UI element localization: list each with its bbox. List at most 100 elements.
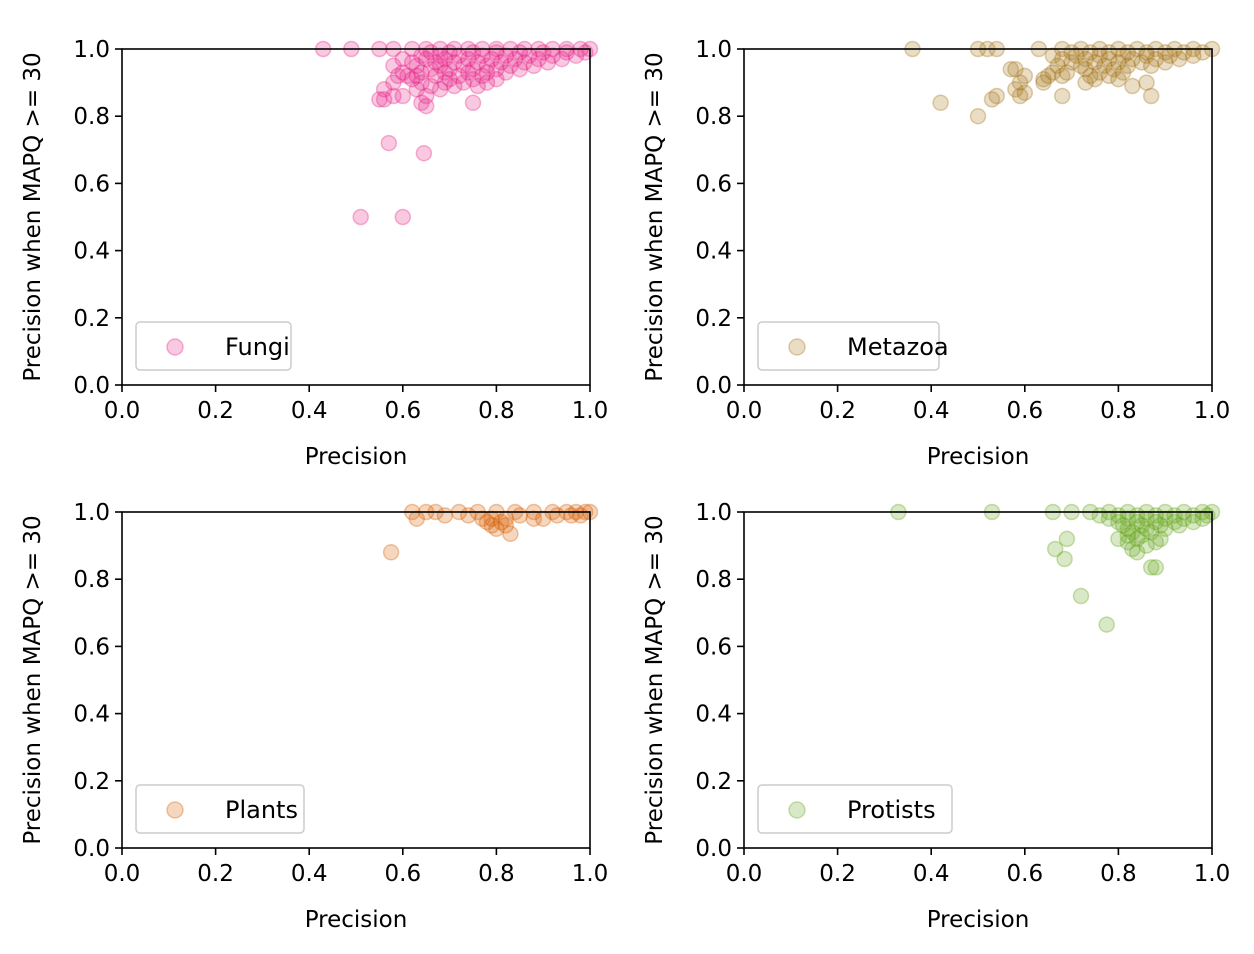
data-point bbox=[389, 67, 407, 85]
data-point bbox=[371, 91, 388, 108]
data-point bbox=[1110, 530, 1127, 548]
y-tick-label: 0.2 bbox=[695, 306, 732, 332]
y-tick-label: 0.0 bbox=[695, 373, 732, 399]
data-point bbox=[394, 87, 412, 105]
y-tick-label: 0.8 bbox=[695, 567, 732, 593]
data-point bbox=[441, 60, 458, 78]
data-point bbox=[483, 50, 500, 68]
y-axis-label: Precision when MAPQ >= 30 bbox=[20, 52, 46, 381]
data-point bbox=[385, 87, 402, 105]
data-point bbox=[488, 520, 505, 538]
x-tick-label: 1.0 bbox=[572, 861, 609, 887]
data-point bbox=[1142, 57, 1160, 75]
data-point bbox=[1082, 67, 1099, 85]
data-point bbox=[502, 57, 519, 75]
x-axis-label: Precision bbox=[927, 444, 1030, 470]
data-point bbox=[352, 208, 369, 226]
data-point bbox=[1142, 523, 1160, 541]
data-point bbox=[1119, 520, 1137, 538]
data-point bbox=[380, 134, 398, 152]
data-point bbox=[1147, 513, 1165, 531]
data-point bbox=[1185, 513, 1202, 531]
data-point bbox=[530, 50, 547, 68]
data-point bbox=[1124, 540, 1141, 558]
data-point bbox=[1035, 70, 1052, 88]
data-point bbox=[1166, 513, 1183, 531]
legend-marker bbox=[166, 338, 184, 356]
y-tick-label: 0.2 bbox=[695, 769, 732, 795]
y-tick-label: 0.8 bbox=[73, 567, 110, 593]
data-point bbox=[1058, 64, 1076, 81]
y-tick-label: 0.6 bbox=[73, 634, 110, 660]
data-point bbox=[1110, 513, 1127, 531]
x-tick-label: 0.2 bbox=[819, 398, 856, 424]
y-axis-label: Precision when MAPQ >= 30 bbox=[642, 515, 668, 844]
data-point bbox=[511, 507, 529, 524]
x-tick-label: 0.8 bbox=[1100, 861, 1137, 887]
data-point bbox=[403, 70, 421, 88]
plot-frame bbox=[743, 48, 1213, 386]
data-point bbox=[1128, 530, 1146, 548]
y-tick-label: 0.4 bbox=[73, 702, 110, 728]
subplot-metazoa: 0.0 0.2 0.4 0.6 0.8 1.0 0.0 0.2 0.4 0.6 0.8 1.0 Prec… bbox=[642, 37, 1230, 470]
y-tick-label: 0.6 bbox=[73, 171, 110, 197]
data-point bbox=[417, 50, 435, 68]
data-point bbox=[431, 81, 449, 98]
legend: Metazoa bbox=[757, 321, 949, 371]
y-tick-label: 0.6 bbox=[695, 634, 732, 660]
points-group bbox=[904, 40, 1221, 125]
data-point bbox=[492, 54, 510, 71]
y-tick-label: 0.0 bbox=[695, 836, 732, 862]
data-point bbox=[502, 525, 519, 543]
data-point bbox=[969, 107, 987, 125]
data-point bbox=[497, 517, 515, 534]
data-point bbox=[1170, 517, 1188, 534]
data-point bbox=[1096, 57, 1113, 75]
y-tick-label: 0.4 bbox=[695, 702, 732, 728]
data-point bbox=[1133, 527, 1151, 544]
data-point bbox=[422, 77, 440, 95]
y-tick-label: 0.4 bbox=[73, 239, 110, 265]
legend: Fungi bbox=[135, 321, 292, 371]
data-point bbox=[427, 67, 444, 85]
data-point bbox=[1098, 616, 1115, 633]
data-point bbox=[1147, 50, 1165, 68]
data-point bbox=[1114, 517, 1132, 534]
data-point bbox=[408, 57, 426, 75]
y-tick-label: 1.0 bbox=[695, 37, 732, 63]
data-point bbox=[394, 50, 412, 68]
data-point bbox=[1110, 70, 1127, 88]
data-point bbox=[413, 64, 430, 81]
data-point bbox=[1077, 50, 1094, 68]
x-axis-label: Precision bbox=[927, 907, 1030, 933]
data-point bbox=[427, 54, 444, 71]
data-point bbox=[478, 513, 496, 531]
data-point bbox=[446, 77, 463, 95]
data-point bbox=[1011, 87, 1029, 105]
data-point bbox=[1011, 74, 1029, 91]
legend-marker bbox=[788, 801, 806, 819]
data-point bbox=[492, 513, 510, 531]
data-point bbox=[511, 60, 529, 78]
data-point bbox=[1147, 559, 1165, 576]
data-point bbox=[488, 60, 505, 78]
x-tick-label: 0.2 bbox=[819, 861, 856, 887]
x-tick-label: 1.0 bbox=[572, 398, 609, 424]
data-point bbox=[478, 74, 496, 91]
data-point bbox=[1156, 520, 1174, 538]
data-point bbox=[488, 70, 505, 88]
data-point bbox=[375, 91, 393, 108]
y-tick-label: 0.0 bbox=[73, 373, 110, 399]
data-point bbox=[1138, 537, 1155, 554]
data-point bbox=[497, 64, 515, 81]
data-point bbox=[1114, 64, 1132, 81]
x-tick-label: 0.4 bbox=[291, 861, 328, 887]
plot-frame bbox=[743, 511, 1213, 849]
y-tick-label: 0.2 bbox=[73, 306, 110, 332]
x-tick-label: 0.4 bbox=[913, 861, 950, 887]
data-point bbox=[385, 74, 402, 91]
data-point bbox=[1053, 50, 1071, 68]
data-point bbox=[460, 50, 477, 68]
data-point bbox=[1016, 84, 1034, 101]
data-point bbox=[983, 91, 1001, 108]
